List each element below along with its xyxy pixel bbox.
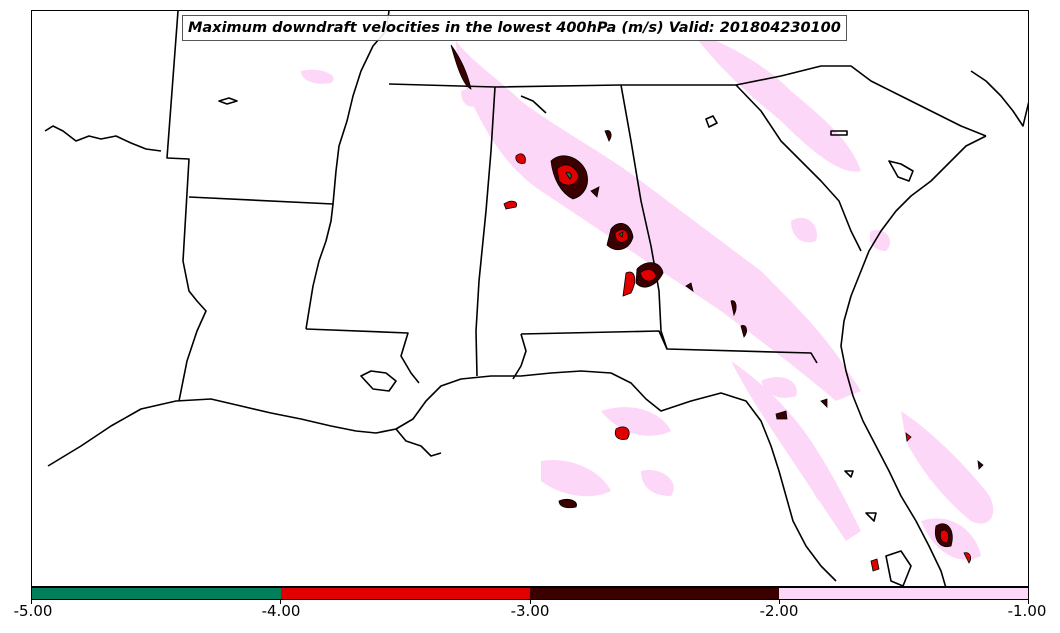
map-panel <box>31 10 1029 587</box>
map-canvas <box>44 11 1028 586</box>
colorbar-tick <box>530 600 531 604</box>
colorbar-segment-4 <box>779 588 1028 599</box>
colorbar-tick <box>31 600 32 604</box>
colorbar-segment-2 <box>281 588 530 599</box>
colorbar-tick-label: -4.00 <box>261 602 301 620</box>
map-title: Maximum downdraft velocities in the lowe… <box>182 15 847 41</box>
colorbar-segment-3 <box>530 588 779 599</box>
colorbar-tick <box>1028 600 1029 604</box>
colorbar-segment-1 <box>32 588 281 599</box>
colorbar-tick-label: -3.00 <box>510 602 550 620</box>
shading-dark-cells <box>450 44 984 572</box>
colorbar-tick <box>280 600 281 604</box>
colorbar-tick-label: -5.00 <box>13 602 53 620</box>
colorbar-tick-label: -1.00 <box>1007 602 1047 620</box>
colorbar-tick <box>779 600 780 604</box>
shading-light-pink <box>301 31 994 560</box>
colorbar <box>31 587 1029 600</box>
colorbar-tick-label: -2.00 <box>759 602 799 620</box>
boundaries <box>44 11 1028 586</box>
